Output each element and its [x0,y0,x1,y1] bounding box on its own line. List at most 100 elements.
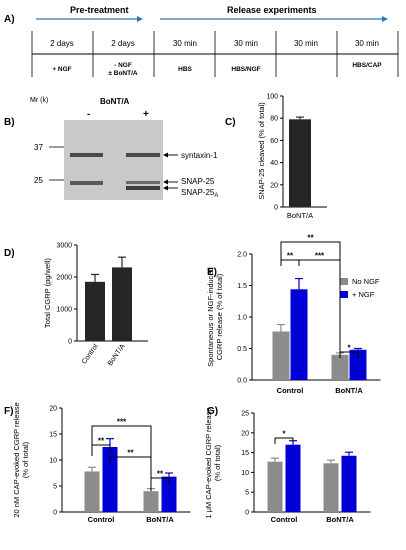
sig-bracket-4 [339,351,359,358]
legend-swatch [340,278,348,285]
duration-4: 30 min [234,39,258,48]
condition-2-line2: ± BoNT/A [108,70,138,77]
legend-swatch [340,291,348,298]
y-axis-label-line2: (% of total) [21,441,30,478]
y-tick-label: 0.0 [237,378,247,385]
y-axis-label-line2: (% of total) [213,444,222,481]
y-tick-label: 0 [274,205,278,212]
y-axis-label-line1: 20 nM CAP-evoked CGRP release [12,402,21,517]
y-tick-label: 100 [266,94,278,101]
y-tick-label: 15 [49,432,57,439]
pretreatment-label: Pre-treatment [70,5,129,15]
y-axis-label-line1: 1 μM CAP-evoked CGRP release [204,407,213,518]
condition-1: + NGF [52,66,71,73]
snap25a-main: SNAP-25 [181,188,215,197]
sig-bracket-3-label: ** [127,449,134,458]
y-tick-label: 5 [245,490,249,497]
bar-series-1 [143,491,159,512]
snap25a-label: SNAP-25A [181,188,218,199]
y-tick-label: 3000 [56,243,72,250]
y-tick-label: 0 [68,339,72,346]
sig-bracket-1-label: * [282,430,286,439]
arrowhead-syntaxin [163,152,168,158]
panel-e-chart: E) 0.0 0.5 1.0 1.5 2.0 Spontaneous or NGF-indu… [206,234,381,395]
bar-series-2 [290,289,308,380]
duration-5: 30 min [355,39,379,48]
y-tick-label: 2000 [56,275,72,282]
x-category-label: BoNT/A [287,211,313,220]
band-snap25a-bont [126,186,160,190]
blot-title: BoNT/A [100,97,130,106]
sig-bracket-1 [274,437,294,444]
mw-25: 25 [34,176,43,185]
sig-bracket-4-label: * [347,344,351,353]
y-tick-label: 15 [241,450,249,457]
mw-37: 37 [34,143,43,152]
sig-bracket-2 [91,444,111,451]
panel-b-label: B) [4,117,15,128]
band-snap25-bont [126,181,160,184]
sig-bracket-4 [150,477,170,484]
lane-plus-label: + [143,109,149,120]
y-axis-label-line1: Spontaneous or NGF-induced [206,267,215,367]
duration-5b: 30 min [294,39,318,48]
sig-bracket-3 [298,259,341,352]
lane-minus-label: - [87,109,90,120]
panel-a-label: A) [4,14,15,25]
condition-5: HBS/CAP [352,62,382,69]
bar-series-2 [161,476,177,512]
panel-label: F) [4,406,13,417]
y-tick-label: 10 [49,458,57,465]
panel-label: E) [207,267,217,278]
duration-1: 2 days [50,39,74,48]
bar-series-1 [267,461,283,512]
x-category-label: BoNT/A [146,515,174,524]
snap25a-sub: A [214,193,218,199]
band-syntaxin-bont [126,153,160,157]
y-tick-label: 5 [53,484,57,491]
sig-bracket-3-label: *** [315,252,325,261]
duration-3: 30 min [173,39,197,48]
bar-series-1 [323,463,339,512]
y-tick-label: 1.5 [237,283,247,290]
y-tick-label: 40 [270,160,278,167]
bar-series-2 [102,447,118,512]
band-syntaxin-control [70,153,103,157]
sig-bracket-3 [109,456,152,487]
x-category-label: Control [88,515,115,524]
condition-3: HBS [178,66,192,73]
panel-b: B) Mr (k) BoNT/A - + 37 25 syntaxin-1 SN… [4,97,218,200]
x-category-label: BoNT/A [335,386,363,395]
legend-entry: No NGF [352,277,380,286]
y-tick-label: 25 [241,411,249,418]
panel-label: C) [225,117,236,128]
panel-label: D) [4,248,15,259]
y-tick-label: 10 [241,470,249,477]
bar-series-2 [285,444,301,512]
bar-series-2 [349,349,367,380]
bar-series-2 [341,455,357,512]
y-tick-label: 0.5 [237,346,247,353]
sig-bracket-1-label: ** [287,252,294,261]
panel-f-chart: F) 0 5 10 15 20 20 nM CAP-evoked CGRP release(… [4,402,191,524]
sig-bracket-2-label: ** [307,234,314,243]
y-tick-label: 2.0 [237,252,247,259]
y-tick-label: 0 [245,510,249,517]
y-tick-label: 20 [241,430,249,437]
panel-d-chart: D) 0 1000 2000 3000 Total CGRP (pg/well) Contr… [4,243,148,367]
y-tick-label: 60 [270,138,278,145]
sig-bracket-2-label: ** [98,437,105,446]
sig-bracket-1 [280,259,300,266]
x-category-label: BoNT/A [107,343,127,367]
band-snap25-control [70,181,103,185]
snap25-label: SNAP-25 [181,177,215,186]
y-axis-label: SNAP-25 cleaved (% of total) [257,102,266,200]
x-category-label: BoNT/A [326,515,354,524]
release-label: Release experiments [227,5,317,15]
y-axis-label-line2: CGRP release (% of total) [215,273,224,360]
bar-series-1 [84,471,100,512]
panel-g-chart: G) 0 5 10 15 20 25 1 μM CAP-evoked CGRP release… [204,406,371,524]
sig-bracket-1-label: *** [117,418,127,427]
